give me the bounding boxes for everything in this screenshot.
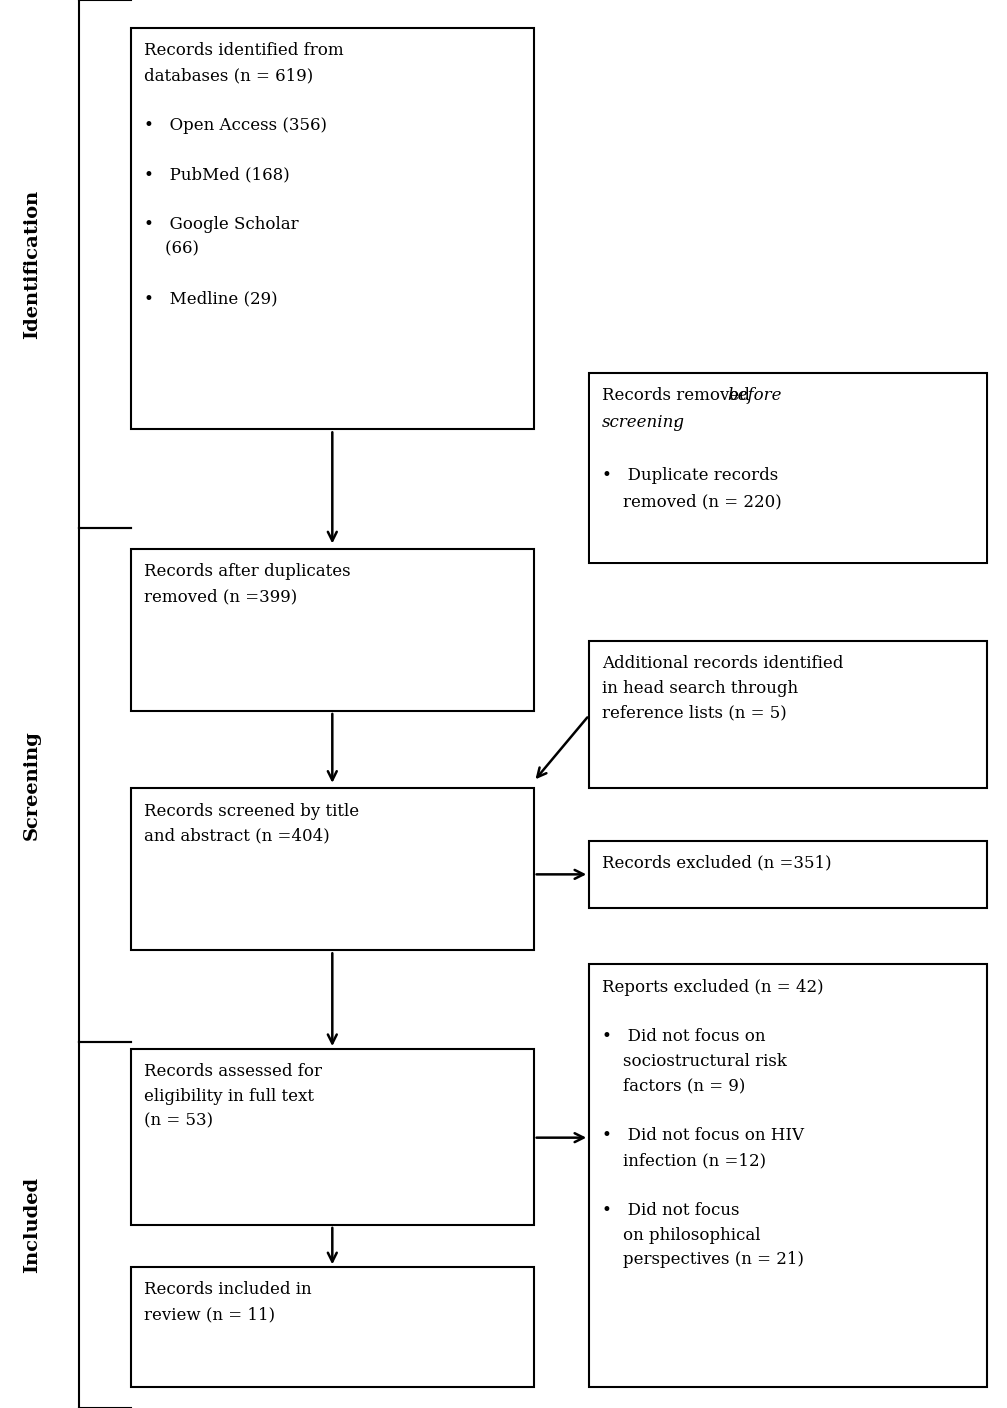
FancyBboxPatch shape	[131, 1267, 534, 1387]
Text: before: before	[727, 387, 781, 404]
Text: Records removed: Records removed	[602, 387, 755, 404]
Text: Records assessed for
eligibility in full text
(n = 53): Records assessed for eligibility in full…	[144, 1063, 322, 1129]
FancyBboxPatch shape	[131, 549, 534, 711]
FancyBboxPatch shape	[589, 841, 987, 908]
Text: Included: Included	[23, 1177, 41, 1273]
FancyBboxPatch shape	[131, 28, 534, 429]
FancyBboxPatch shape	[590, 375, 986, 562]
Text: Records removed: Records removed	[602, 387, 755, 404]
FancyBboxPatch shape	[589, 964, 987, 1387]
Text: Screening: Screening	[23, 729, 41, 841]
Text: removed (n = 220): removed (n = 220)	[602, 494, 782, 511]
Text: •   Duplicate records: • Duplicate records	[602, 467, 778, 484]
FancyBboxPatch shape	[589, 641, 987, 788]
Text: Records removed 
before
screening:

•   Duplicate records
    removed (n = 220): Records removed before screening: • Dupl…	[602, 387, 782, 528]
Text: Additional records identified
in head search through
reference lists (n = 5): Additional records identified in head se…	[602, 655, 844, 721]
Text: Records excluded (n =351): Records excluded (n =351)	[602, 855, 832, 872]
Text: Records screened by title
and abstract (n =404): Records screened by title and abstract (…	[144, 803, 359, 845]
Text: Records included in
review (n = 11): Records included in review (n = 11)	[144, 1281, 311, 1324]
Text: Records identified from
databases (n = 619)

•   Open Access (356)

•   PubMed (: Records identified from databases (n = 6…	[144, 42, 343, 307]
FancyBboxPatch shape	[131, 788, 534, 950]
FancyBboxPatch shape	[131, 1049, 534, 1225]
Text: :: :	[673, 414, 678, 431]
Text: Identification: Identification	[23, 189, 41, 339]
Text: Reports excluded (n = 42)

•   Did not focus on
    sociostructural risk
    fac: Reports excluded (n = 42) • Did not focu…	[602, 979, 824, 1269]
Text: screening: screening	[602, 414, 685, 431]
Text: Records after duplicates
removed (n =399): Records after duplicates removed (n =399…	[144, 563, 350, 605]
FancyBboxPatch shape	[589, 373, 987, 563]
